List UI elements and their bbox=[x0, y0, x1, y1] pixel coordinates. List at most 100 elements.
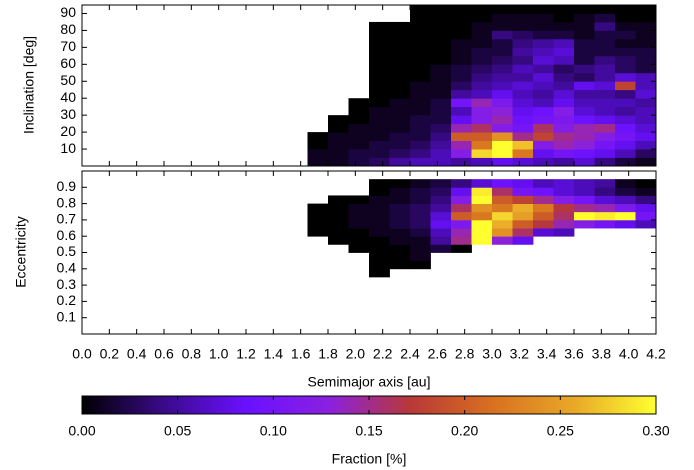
heatmap-cell bbox=[348, 106, 370, 116]
heatmap-cell bbox=[512, 64, 534, 74]
heatmap-cell bbox=[492, 132, 513, 141]
heatmap-cell bbox=[348, 157, 370, 167]
heatmap-cell bbox=[574, 115, 595, 125]
heatmap-cell bbox=[430, 179, 452, 188]
heatmap-cell bbox=[369, 219, 390, 229]
heatmap-cell bbox=[430, 89, 452, 99]
heatmap-cell bbox=[533, 140, 554, 150]
heatmap-cell bbox=[430, 195, 452, 204]
heatmap-cell bbox=[574, 21, 595, 31]
heatmap-cell bbox=[389, 123, 411, 133]
heatmap-cell bbox=[615, 21, 636, 31]
heatmap-cell bbox=[389, 244, 411, 253]
heatmap-cell bbox=[615, 132, 636, 141]
heatmap-cell bbox=[635, 179, 657, 188]
x-tick-label: 2.2 bbox=[373, 346, 393, 362]
heatmap-cell bbox=[492, 98, 513, 108]
heatmap-cell bbox=[533, 13, 554, 23]
heatmap-cell bbox=[430, 21, 452, 31]
heatmap-cell bbox=[348, 219, 370, 229]
heatmap-cell bbox=[328, 203, 349, 213]
heatmap-cell bbox=[512, 106, 534, 116]
x-tick-label: 1.2 bbox=[236, 346, 256, 362]
heatmap-cell bbox=[594, 203, 616, 213]
heatmap-cell bbox=[451, 132, 472, 141]
heatmap-cell bbox=[533, 211, 554, 221]
x-tick-label: 1.8 bbox=[318, 346, 338, 362]
heatmap-cell bbox=[369, 106, 390, 116]
heatmap-cell bbox=[615, 179, 636, 188]
heatmap-cell bbox=[451, 81, 472, 91]
heatmap-cell bbox=[410, 38, 431, 48]
heatmap-cell bbox=[369, 195, 390, 204]
heatmap-cell bbox=[348, 98, 370, 108]
heatmap-cell bbox=[328, 236, 349, 245]
heatmap-cell bbox=[369, 30, 390, 40]
heatmap-cell bbox=[328, 149, 349, 158]
heatmap-cell bbox=[553, 123, 575, 133]
heatmap-cell bbox=[369, 38, 390, 48]
heatmap-cell bbox=[533, 157, 554, 167]
heatmap-cell bbox=[307, 157, 329, 167]
heatmap-cell bbox=[430, 203, 452, 213]
heatmap-cell bbox=[389, 149, 411, 158]
heatmap-cell bbox=[471, 38, 493, 48]
heatmap-cell bbox=[451, 187, 472, 196]
heatmap-cell bbox=[471, 179, 493, 188]
heatmap-cell bbox=[553, 157, 575, 167]
heatmap-cell bbox=[348, 244, 370, 253]
heatmap-cell bbox=[410, 252, 431, 262]
heatmap-cell bbox=[471, 195, 493, 204]
heatmap-cell bbox=[307, 211, 329, 221]
heatmap-cell bbox=[574, 64, 595, 74]
heatmap-cell bbox=[389, 211, 411, 221]
heatmap-cell bbox=[594, 72, 616, 82]
heatmap-cell bbox=[574, 140, 595, 150]
y-tick-label: 0.4 bbox=[57, 260, 77, 276]
heatmap-cell bbox=[574, 72, 595, 82]
heatmap-cell bbox=[594, 211, 616, 221]
heatmap-cell bbox=[307, 140, 329, 150]
heatmap-cell bbox=[533, 72, 554, 82]
heatmap-cell bbox=[594, 98, 616, 108]
heatmap-cell bbox=[553, 5, 575, 14]
heatmap-cell bbox=[451, 106, 472, 116]
colorbar-label: Fraction [%] bbox=[332, 451, 407, 467]
heatmap-cell bbox=[594, 115, 616, 125]
heatmap-cell bbox=[492, 123, 513, 133]
heatmap-cell bbox=[430, 244, 452, 253]
heatmap-cell bbox=[369, 149, 390, 158]
heatmap-cell bbox=[492, 149, 513, 158]
heatmap-cell bbox=[348, 123, 370, 133]
heatmap-cell bbox=[307, 132, 329, 141]
heatmap-cell bbox=[451, 38, 472, 48]
heatmap-cell bbox=[574, 5, 595, 14]
y-tick-label: 0.6 bbox=[57, 227, 77, 243]
heatmap-cell bbox=[533, 47, 554, 57]
heatmap-cell bbox=[389, 89, 411, 99]
heatmap-cell bbox=[410, 47, 431, 57]
x-tick-label: 0.2 bbox=[100, 346, 120, 362]
heatmap-cell bbox=[533, 179, 554, 188]
heatmap-cell bbox=[492, 64, 513, 74]
heatmap-cell bbox=[328, 123, 349, 133]
x-tick-label: 3.0 bbox=[482, 346, 502, 362]
heatmap-cell bbox=[307, 203, 329, 213]
heatmap-cell bbox=[410, 5, 431, 14]
heatmap-cell bbox=[635, 55, 657, 65]
heatmap-cell bbox=[471, 89, 493, 99]
heatmap-cell bbox=[635, 21, 657, 31]
heatmap-cell bbox=[635, 106, 657, 116]
heatmap-cell bbox=[471, 132, 493, 141]
x-tick-label: 3.6 bbox=[564, 346, 584, 362]
heatmap-cell bbox=[348, 228, 370, 237]
heatmap-cell bbox=[369, 187, 390, 196]
x-tick-label: 2.0 bbox=[346, 346, 366, 362]
heatmap-cell bbox=[430, 211, 452, 221]
heatmap-cell bbox=[594, 30, 616, 40]
x-axis-label: Semimajor axis [au] bbox=[308, 374, 431, 390]
x-tick-label: 1.4 bbox=[264, 346, 284, 362]
heatmap-cell bbox=[574, 132, 595, 141]
heatmap-cell bbox=[615, 13, 636, 23]
heatmap-cell bbox=[471, 47, 493, 57]
